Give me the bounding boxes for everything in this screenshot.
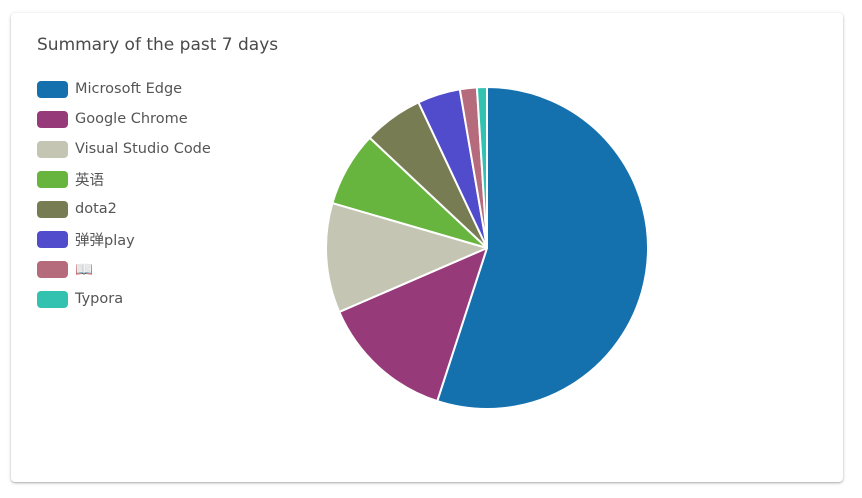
legend-swatch <box>37 290 68 308</box>
legend-item[interactable]: 弹弹play <box>37 224 211 254</box>
legend-item[interactable]: Microsoft Edge <box>37 74 211 104</box>
legend-label: 弹弹play <box>75 232 135 249</box>
pie-slice[interactable] <box>475 86 488 249</box>
legend-item[interactable]: Visual Studio Code <box>37 134 211 164</box>
pie-slice[interactable] <box>325 202 488 313</box>
legend-label: 英语 <box>75 172 104 189</box>
legend-swatch <box>37 260 68 278</box>
legend-swatch <box>37 110 68 128</box>
legend-swatch <box>37 80 68 98</box>
legend-label: Typora <box>75 291 124 307</box>
legend-swatch <box>37 230 68 248</box>
legend-label: Google Chrome <box>75 111 188 127</box>
pie-slice[interactable] <box>436 86 649 410</box>
legend-label: Microsoft Edge <box>75 81 183 97</box>
legend-item[interactable]: 📖 <box>37 254 211 284</box>
legend-label: Visual Studio Code <box>75 141 211 157</box>
chart-legend: Microsoft Edge Google Chrome Visual Studio… <box>37 74 211 314</box>
pie-chart <box>325 86 649 410</box>
legend-swatch <box>37 200 68 218</box>
legend-item[interactable]: dota2 <box>37 194 211 224</box>
chart-card: Summary of the past 7 days Microsoft Edg… <box>11 13 843 482</box>
legend-swatch <box>37 140 68 158</box>
legend-label: dota2 <box>75 201 117 217</box>
legend-item[interactable]: Typora <box>37 284 211 314</box>
legend-item[interactable]: 英语 <box>37 164 211 194</box>
legend-swatch <box>37 170 68 188</box>
chart-title: Summary of the past 7 days <box>37 35 279 55</box>
legend-item[interactable]: Google Chrome <box>37 104 211 134</box>
legend-label: 📖 <box>75 261 94 278</box>
pie-slice[interactable] <box>338 247 488 403</box>
